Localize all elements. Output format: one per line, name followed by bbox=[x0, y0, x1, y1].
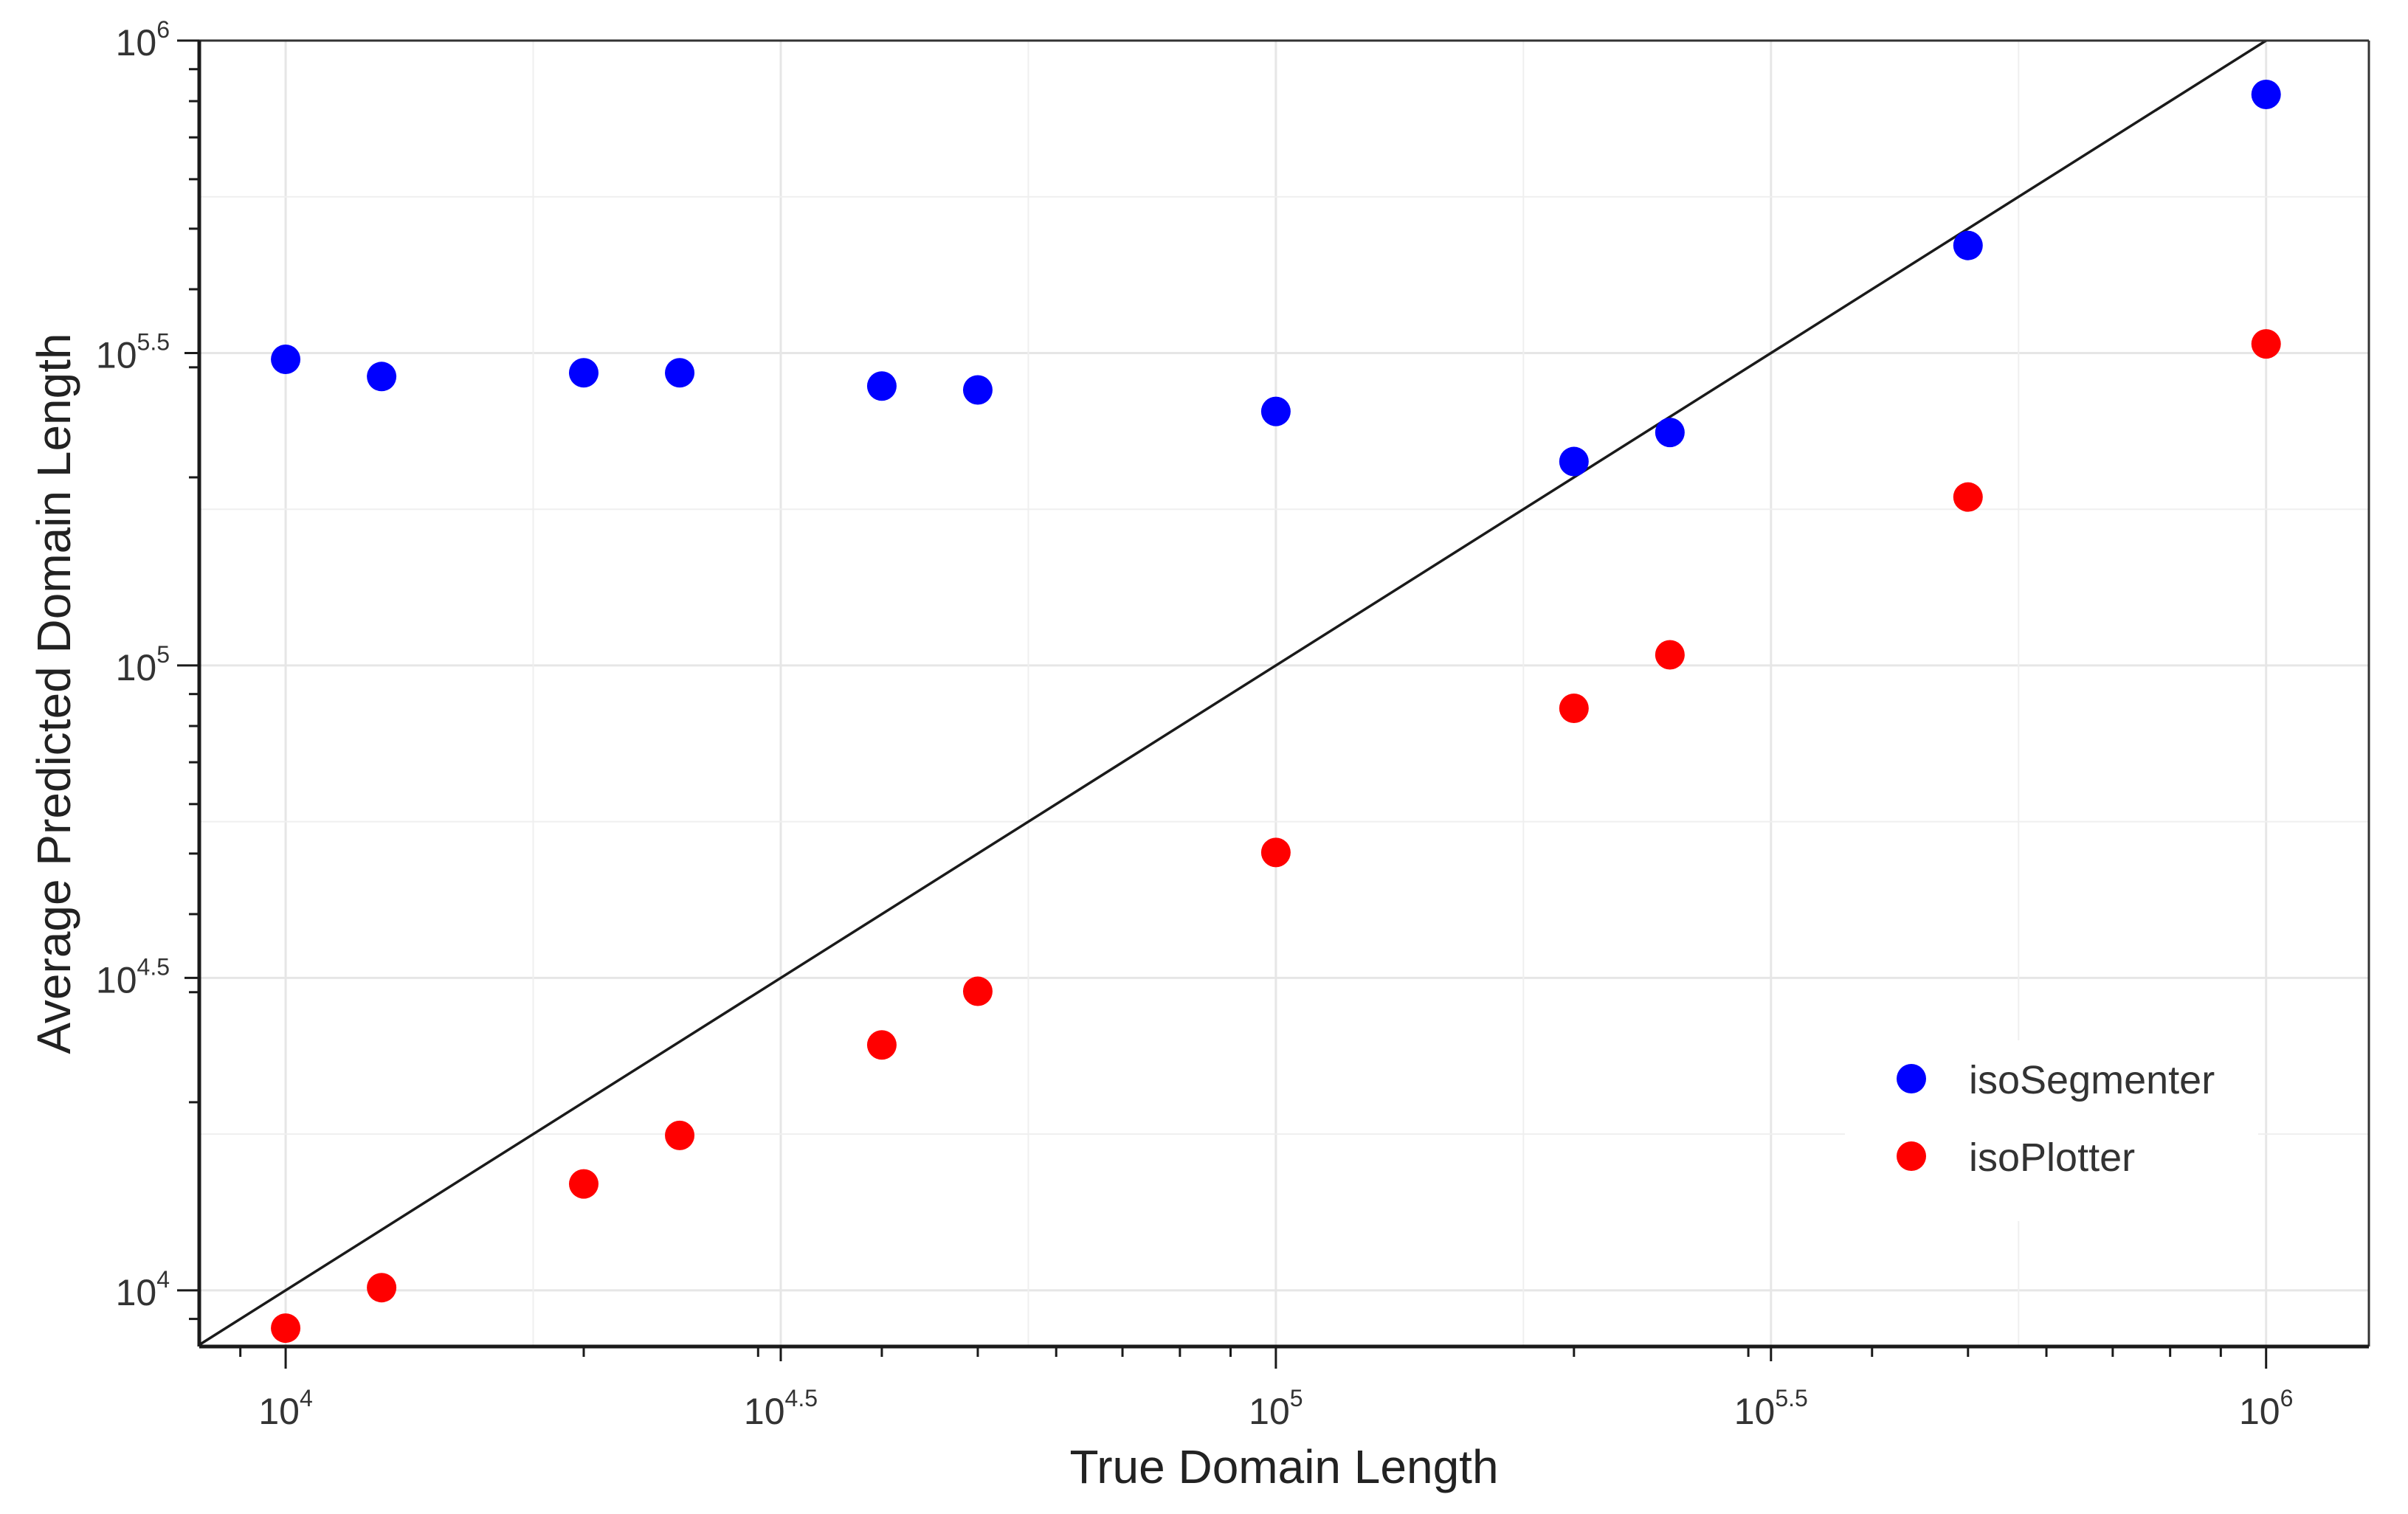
data-point-isosegmenter bbox=[367, 362, 397, 392]
data-point-isoplotter bbox=[1559, 693, 1589, 723]
data-point-isosegmenter bbox=[1953, 230, 1983, 260]
data-points bbox=[271, 79, 2281, 1344]
data-point-isosegmenter bbox=[1655, 418, 1685, 448]
data-point-isoplotter bbox=[2251, 329, 2281, 359]
data-point-isoplotter bbox=[1655, 640, 1685, 670]
legend: isoSegmenter isoPlotter bbox=[1845, 1040, 2258, 1221]
axes bbox=[177, 39, 2370, 1369]
y-tick-label: 106 bbox=[116, 16, 170, 63]
data-point-isoplotter bbox=[367, 1273, 397, 1303]
identity-line bbox=[199, 39, 2267, 1347]
data-point-isoplotter bbox=[866, 1030, 897, 1060]
x-tick-label: 104 bbox=[258, 1385, 312, 1432]
legend-label-isosegmenter: isoSegmenter bbox=[1969, 1058, 2215, 1102]
x-tick-label: 104.5 bbox=[744, 1385, 818, 1432]
y-tick-label: 105.5 bbox=[96, 328, 170, 376]
data-point-isosegmenter bbox=[271, 344, 301, 374]
data-point-isoplotter bbox=[1260, 837, 1291, 868]
data-point-isoplotter bbox=[1953, 482, 1983, 512]
x-tick-label: 106 bbox=[2239, 1385, 2293, 1432]
data-point-isosegmenter bbox=[568, 358, 598, 388]
data-point-isosegmenter bbox=[665, 358, 695, 388]
x-tick-label: 105.5 bbox=[1734, 1385, 1808, 1432]
x-axis-title: True Domain Length bbox=[1069, 1440, 1498, 1493]
legend-key-isosegmenter bbox=[1897, 1064, 1926, 1093]
y-axis-title: Average Predicted Domain Length bbox=[27, 333, 80, 1054]
y-tick-label: 104.5 bbox=[96, 953, 170, 1000]
data-point-isosegmenter bbox=[2251, 79, 2281, 109]
y-tick-label: 105 bbox=[116, 641, 170, 688]
data-point-isoplotter bbox=[665, 1120, 695, 1150]
data-point-isoplotter bbox=[568, 1169, 598, 1199]
data-point-isosegmenter bbox=[962, 375, 993, 405]
data-point-isosegmenter bbox=[866, 371, 897, 401]
legend-label-isoplotter: isoPlotter bbox=[1969, 1136, 2135, 1180]
data-point-isosegmenter bbox=[1260, 396, 1291, 426]
y-tick-label: 104 bbox=[116, 1266, 170, 1313]
data-point-isoplotter bbox=[271, 1313, 301, 1344]
x-tick-label: 105 bbox=[1249, 1385, 1303, 1432]
reference-line bbox=[199, 39, 2267, 1347]
x-tick-labels: 104 104.5 105 105.5 106 bbox=[258, 1385, 2293, 1432]
data-point-isosegmenter bbox=[1559, 446, 1589, 477]
data-point-isoplotter bbox=[962, 976, 993, 1006]
legend-key-isoplotter bbox=[1897, 1141, 1926, 1171]
y-tick-labels: 104 104.5 105 105.5 106 bbox=[96, 16, 170, 1313]
